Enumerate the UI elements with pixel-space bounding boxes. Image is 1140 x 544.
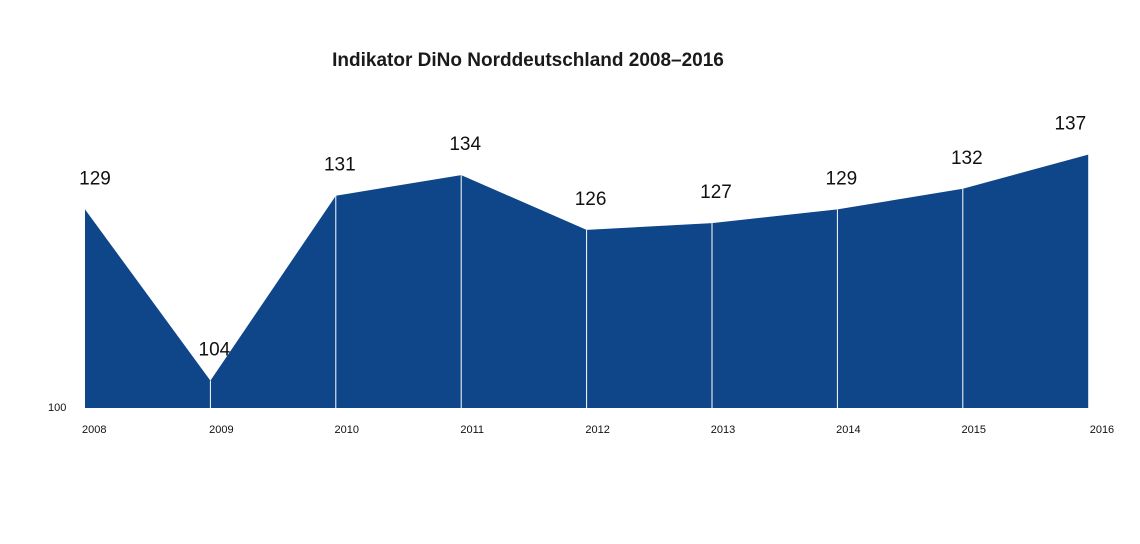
data-label: 127 [700,182,732,203]
x-tick-label: 2014 [836,424,860,436]
data-label: 131 [324,155,356,176]
chart-title: Indikator DiNo Norddeutschland 2008–2016 [332,50,724,71]
data-label: 129 [79,168,111,189]
x-tick-label: 2008 [82,424,106,436]
x-tick-label: 2010 [335,424,359,436]
data-label: 129 [826,168,858,189]
y-baseline-label: 100 [48,402,66,414]
separator-layer [209,175,964,408]
data-label: 126 [575,189,607,210]
data-label: 134 [449,134,481,155]
data-label: 104 [199,340,231,361]
data-label: 137 [1054,114,1086,135]
x-tick-label: 2016 [1090,424,1114,436]
x-tick-label: 2015 [962,424,986,436]
x-tick-label: 2009 [209,424,233,436]
value-label-layer: 129 104 131 134 126 127 129 132 137 [79,114,1086,361]
data-label: 132 [951,148,983,169]
x-tick-label: 2012 [585,424,609,436]
x-tick-label: 2011 [460,424,484,436]
x-tick-layer: 2008 2009 2010 2011 2012 2013 2014 2015 2016 [82,424,1114,436]
x-tick-label: 2013 [711,424,735,436]
